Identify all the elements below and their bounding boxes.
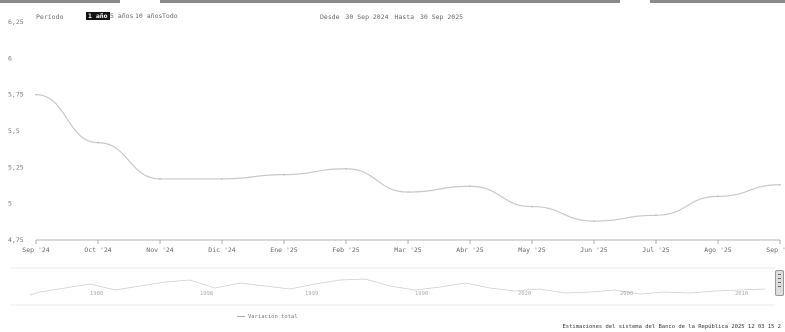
data-point	[717, 196, 719, 198]
data-point	[531, 206, 533, 208]
legend-label: Variación total	[248, 314, 298, 320]
y-tick-label: 5,5	[8, 127, 20, 135]
data-point	[345, 168, 347, 170]
y-tick-label: 4,75	[8, 236, 24, 244]
x-tick-label: Sep '25	[766, 246, 785, 254]
y-tick-label: 6,25	[8, 18, 24, 26]
x-tick-label: Dic '24	[208, 246, 235, 254]
y-tick-label: 6	[8, 54, 12, 62]
navigator-year-label: 1999	[305, 291, 318, 297]
navigator-year-label: 1998	[200, 291, 213, 297]
legend: Variación total	[237, 314, 298, 320]
top-border	[0, 0, 785, 4]
x-tick-label: Abr '25	[456, 246, 483, 254]
navigator-handle[interactable]	[775, 270, 784, 296]
data-point	[593, 220, 595, 222]
data-point	[159, 178, 161, 180]
data-point	[283, 174, 285, 176]
legend-line-icon	[237, 316, 245, 317]
navigator-year-label: 2000	[620, 291, 633, 297]
y-tick-label: 5,75	[8, 91, 24, 99]
data-point	[407, 191, 409, 193]
date-to-input[interactable]: 30 Sep 2025	[420, 13, 463, 21]
data-point	[655, 214, 657, 216]
x-tick-label: Feb '25	[332, 246, 359, 254]
x-tick-label: Sep '24	[22, 246, 49, 254]
x-tick-label: Nov '24	[146, 246, 173, 254]
y-tick-label: 5,25	[8, 163, 24, 171]
x-tick-label: Mar '25	[394, 246, 421, 254]
range-all-button[interactable]: Todo	[160, 12, 180, 20]
navigator-year-label: 1980	[90, 291, 103, 297]
x-tick-label: Jun '25	[580, 246, 607, 254]
navigator-trace	[30, 279, 765, 295]
x-tick-label: Ene '25	[270, 246, 297, 254]
date-range: Desde 30 Sep 2024 Hasta 30 Sep 2025	[320, 13, 465, 21]
y-tick-label: 5	[8, 200, 12, 208]
x-tick-label: Jul '25	[642, 246, 669, 254]
x-tick-label: Oct '24	[84, 246, 111, 254]
data-point	[35, 94, 37, 96]
navigator-year-label: 1990	[415, 291, 428, 297]
x-tick-label: Ago '25	[704, 246, 731, 254]
footer-note: Estimaciones del sistema del Banco de la…	[562, 324, 781, 330]
navigator-year-label: 2010	[735, 291, 748, 297]
series-line	[36, 95, 780, 221]
navigator-year-label: 2020	[518, 291, 531, 297]
date-from-input[interactable]: 30 Sep 2024	[346, 13, 389, 21]
range-1y-button[interactable]: 1 año	[86, 12, 110, 20]
range-5y-button[interactable]: 5 años	[108, 12, 135, 20]
data-point	[221, 178, 223, 180]
period-label: Período	[36, 13, 63, 21]
data-point	[779, 184, 781, 186]
date-to-label: Hasta	[394, 13, 414, 21]
x-tick-label: May '25	[518, 246, 545, 254]
date-from-label: Desde	[320, 13, 340, 21]
data-point	[97, 142, 99, 144]
data-point	[469, 185, 471, 187]
